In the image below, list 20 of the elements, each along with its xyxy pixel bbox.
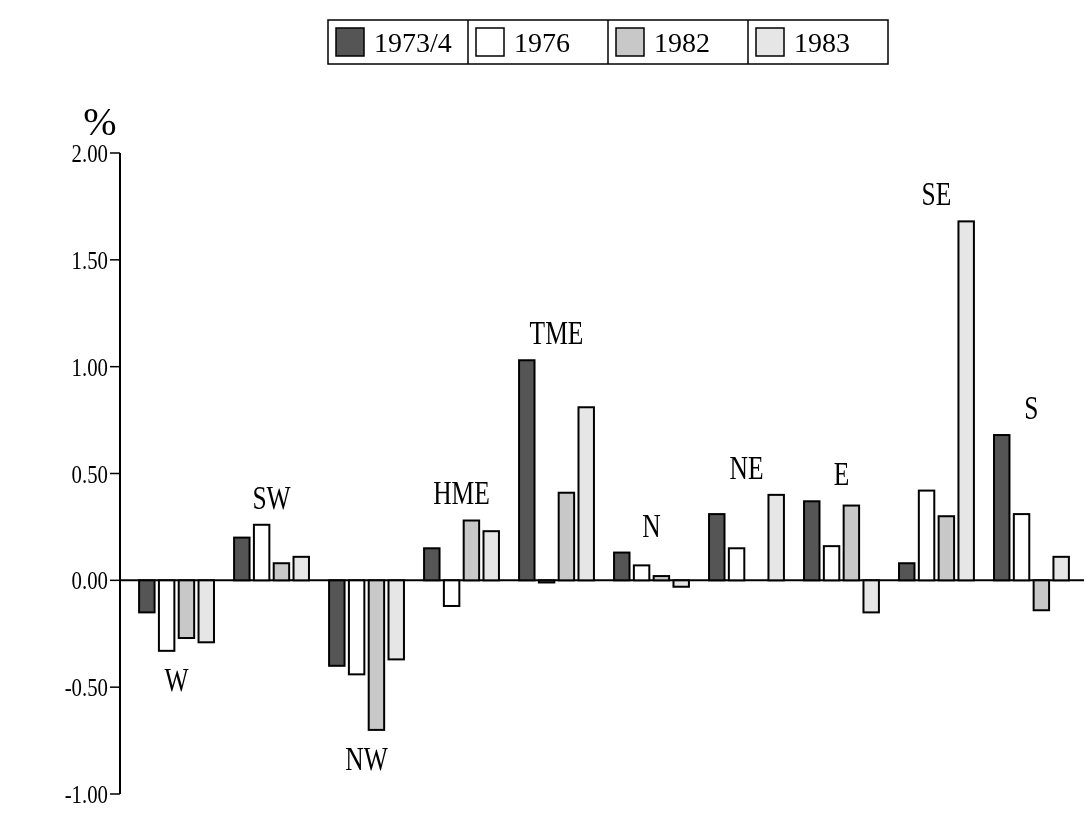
legend-label: 1983 [794,26,850,58]
x-tick-label: SE [921,174,952,214]
x-tick-label: S [1024,388,1039,427]
y-tick-label: 1.00 [71,352,108,382]
x-tick-label: W [164,660,190,699]
x-tick-label: E [833,454,850,494]
y-tick-label: 0.50 [71,459,108,489]
legend-label: 1976 [514,26,570,58]
legend-label: 1973/4 [374,26,452,58]
y-tick-label: 0.00 [71,566,108,595]
x-tick-label: NW [345,739,389,778]
y-tick-label: 1.50 [71,245,108,275]
x-tick-label: HME [433,473,490,513]
x-tick-label: TME [529,313,584,353]
x-tick-label: N [642,506,661,545]
y-tick-label: -0.50 [64,673,108,702]
legend-label: 1982 [654,26,710,58]
x-tick-label: NE [729,448,764,487]
y-tick-label: -1.00 [64,779,108,809]
x-tick-label: SW [252,478,292,517]
